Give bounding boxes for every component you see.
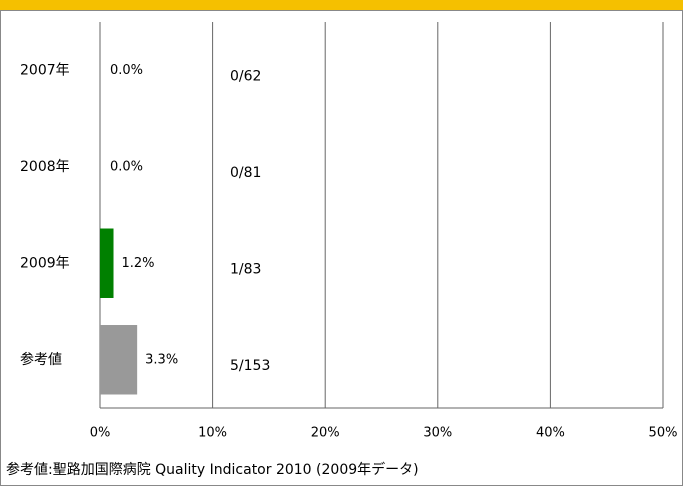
x-tick-label: 50% <box>649 426 678 441</box>
value-label: 0.0% <box>110 63 143 78</box>
bar <box>100 228 114 298</box>
y-tick-label: 2008年 <box>20 159 70 175</box>
count-label: 0/62 <box>230 68 261 84</box>
y-tick-label: 2009年 <box>20 255 70 271</box>
x-tick-label: 40% <box>536 426 565 441</box>
x-tick-label: 0% <box>90 426 111 441</box>
value-label: 0.0% <box>110 159 143 174</box>
y-tick-label: 2007年 <box>20 62 70 78</box>
x-tick-label: 20% <box>311 426 340 441</box>
header-band <box>0 0 683 10</box>
count-label: 0/81 <box>230 165 261 181</box>
value-label: 3.3% <box>145 352 178 367</box>
value-label: 1.2% <box>122 256 155 271</box>
bar <box>100 325 138 395</box>
x-tick-label: 10% <box>198 426 227 441</box>
note: 参考値:聖路加国際病院 Quality Indicator 2010 (2009… <box>6 461 419 478</box>
count-label: 1/83 <box>230 261 261 277</box>
y-tick-label: 参考値 <box>20 351 62 368</box>
count-label: 5/153 <box>230 358 270 374</box>
x-tick-label: 30% <box>423 426 452 441</box>
